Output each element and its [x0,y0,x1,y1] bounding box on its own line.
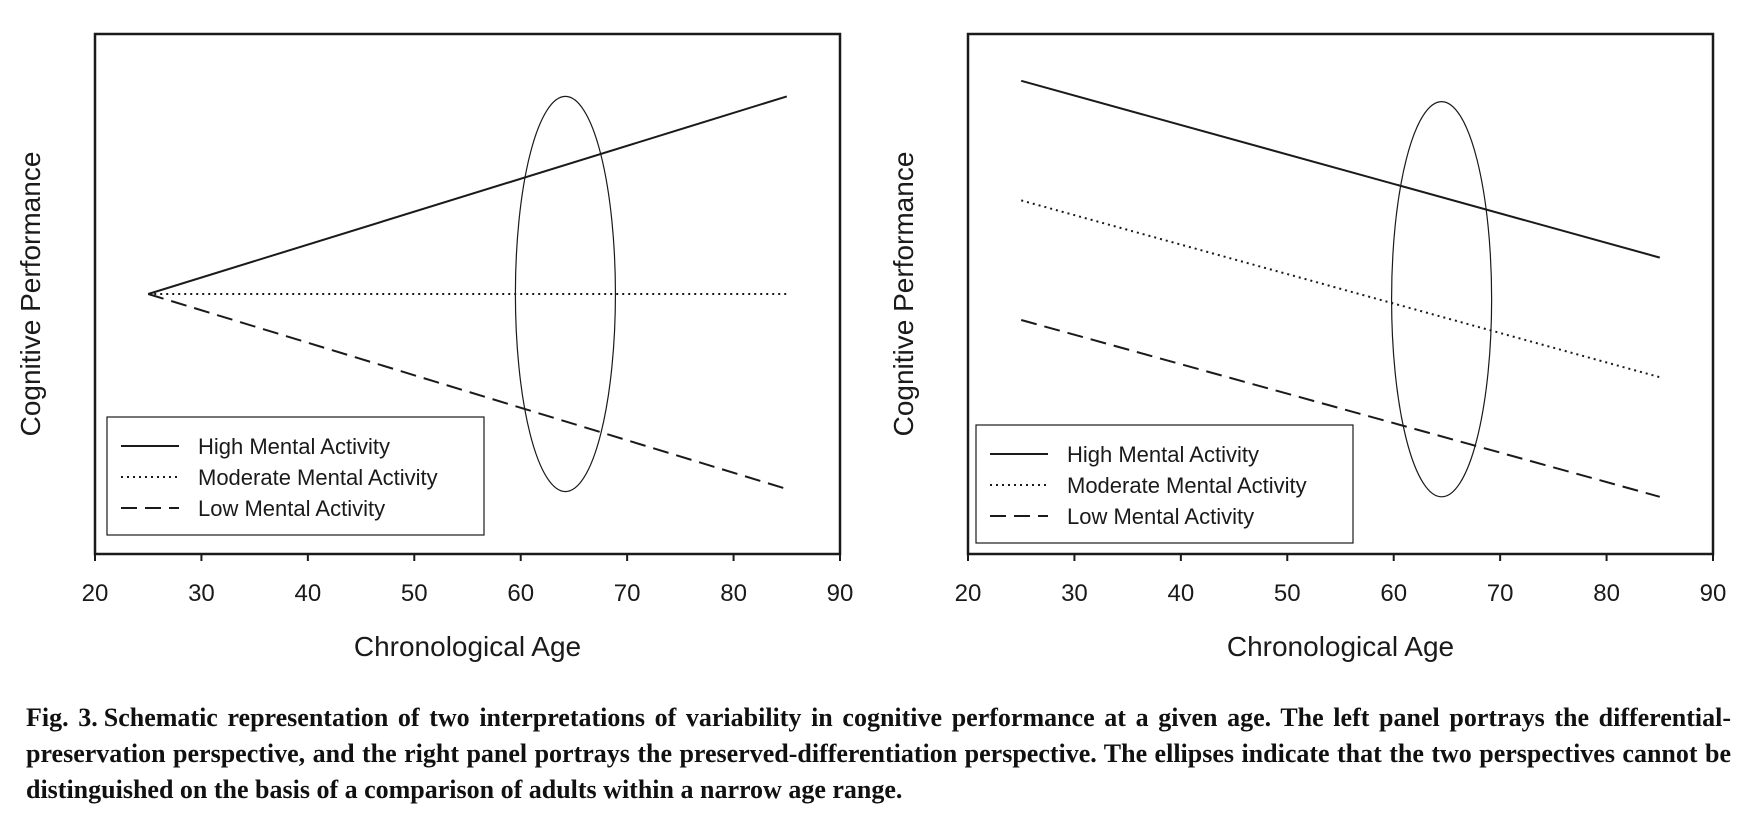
panel-2-x-tick-label-40: 40 [1168,580,1195,607]
caption-label: Fig. 3. [26,703,98,732]
panel-1-legend-label-1: High Mental Activity [198,434,390,459]
panel-2-x-tick-label-80: 80 [1593,580,1620,607]
panel-2-x-tick-label-90: 90 [1700,580,1727,607]
panel-1-x-tick-label-20: 20 [82,580,109,607]
panel-2-legend-label-3: Low Mental Activity [1067,504,1254,529]
panel-2-y-axis-title: Cognitive Performance [888,152,919,437]
panel-2-x-tick-label-60: 60 [1380,580,1407,607]
panel-1-x-tick-label-80: 80 [720,580,747,607]
figure-caption: Fig. 3. Schematic representation of two i… [26,700,1731,808]
panel-1-ellipse-annotation [514,95,617,493]
panel-2-series-line-low-mental-activity [1020,319,1661,498]
panel-1-series-line-high-mental-activity [147,95,788,295]
panel-1-x-tick-label-40: 40 [295,580,322,607]
panel-2-x-tick-label-70: 70 [1487,580,1514,607]
panel-1-x-tick-label-30: 30 [188,580,215,607]
panel-2-x-tick-label-30: 30 [1061,580,1088,607]
panel-1-y-axis-title: Cognitive Performance [15,152,46,437]
figure: 20 30 40 50 60 70 80 90 Chronological Age Cogniti… [15,32,1727,662]
panel-1-legend-label-3: Low Mental Activity [198,496,385,521]
panel-2-legend-label-1: High Mental Activity [1067,442,1259,467]
panel-2-series-line-moderate-mental-activity [1020,199,1661,379]
panel-1-x-axis-title: Chronological Age [354,631,581,662]
panel-2-plot-frame [966,32,1715,556]
panel-1-x-tick-label-90: 90 [827,580,854,607]
panel-2-x-tick-label-50: 50 [1274,580,1301,607]
panel-1-series-line-low-mental-activity [147,293,788,490]
panel-2-ellipse-annotation [1390,101,1493,498]
figure-svg: 20 30 40 50 60 70 80 90 Chronological Age Cogniti… [15,32,1727,662]
panel-1-x-tick-label-70: 70 [614,580,641,607]
panel-1-legend-label-2: Moderate Mental Activity [198,465,438,490]
panel-2-x-tick-label-20: 20 [955,580,982,607]
panel-2-series-line-high-mental-activity [1020,79,1661,259]
panel-1-plot-frame [93,32,842,556]
caption-text: Schematic representation of two interpre… [26,703,1732,804]
panel-1-x-tick-label-50: 50 [401,580,428,607]
panel-2-x-axis-title: Chronological Age [1227,631,1454,662]
panel-1-x-tick-label-60: 60 [507,580,534,607]
panel-2-legend-label-2: Moderate Mental Activity [1067,473,1307,498]
